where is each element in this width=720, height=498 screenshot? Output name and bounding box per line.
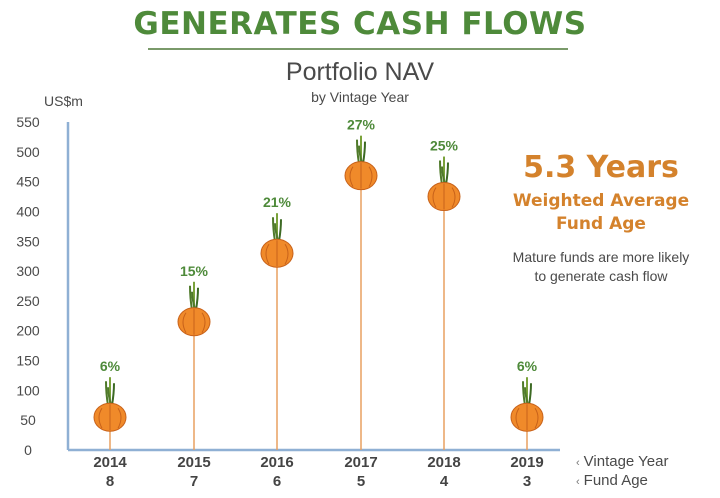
x-tick-label-fund-age: 5 (357, 473, 365, 490)
onion-point (427, 156, 461, 450)
callout-caption-line-1: Weighted Average (512, 191, 690, 211)
onion-point (344, 135, 378, 450)
x-tick-label-fund-age: 7 (190, 473, 198, 490)
x-tick-label-fund-age: 4 (440, 473, 449, 490)
onion-line (515, 407, 520, 429)
onion-line (368, 166, 373, 187)
onion-line (534, 407, 539, 429)
onion-line (432, 187, 437, 208)
y-tick-label: 250 (16, 293, 40, 309)
data-label: 27% (347, 117, 376, 133)
onion-line (201, 312, 206, 334)
chart-subtitle: by Vintage Year (311, 89, 409, 105)
y-tick-label: 0 (24, 442, 32, 458)
onion-line (265, 243, 270, 265)
y-tick-label: 300 (16, 263, 40, 279)
legend-fund-age-label: Fund Age (583, 472, 648, 489)
callout-note-line-1: Mature funds are more likely (512, 249, 690, 265)
y-tick-label: 200 (16, 323, 40, 339)
onion-leaf (195, 287, 199, 310)
headline-divider (148, 48, 568, 50)
onion-point (177, 281, 211, 450)
onion-leaf (278, 219, 282, 242)
onion-line (349, 166, 354, 187)
callout-caption: Weighted Average Fund Age (488, 190, 714, 236)
legend-fund-age: ‹ Fund Age (576, 472, 648, 489)
x-tick-label-vintage: 2016 (260, 454, 293, 471)
y-tick-label: 550 (16, 114, 40, 130)
onion-leaf (362, 141, 366, 164)
callout-years: 5.3 Years (523, 150, 679, 185)
y-tick-label: 150 (16, 353, 40, 369)
chart-title: Portfolio NAV (285, 58, 435, 86)
callout-note-line-2: to generate cash flow (534, 268, 668, 284)
data-label: 15% (180, 263, 209, 279)
x-tick-label-vintage: 2018 (427, 454, 460, 471)
onion-line (182, 312, 187, 334)
data-label: 6% (517, 358, 538, 374)
headline: GENERATES CASH FLOWS (133, 6, 587, 42)
y-tick-label: 500 (16, 144, 40, 160)
y-tick-label: 350 (16, 233, 40, 249)
legend-vintage-year-label: Vintage Year (583, 453, 669, 470)
y-tick-label: 400 (16, 203, 40, 219)
x-tick-label-vintage: 2019 (510, 454, 543, 471)
x-tick-label-vintage: 2017 (344, 454, 377, 471)
y-tick-label: 100 (16, 382, 40, 398)
onion-point (510, 377, 544, 450)
onion-leaf (445, 162, 449, 185)
x-tick-label-fund-age: 8 (106, 473, 114, 490)
data-label: 21% (263, 194, 292, 210)
data-label: 25% (430, 138, 459, 154)
x-tick-label-vintage: 2014 (93, 454, 127, 471)
onion-line (98, 407, 103, 429)
y-tick-label: 50 (20, 412, 36, 428)
y-tick-label: 450 (16, 174, 40, 190)
onion-line (451, 187, 456, 208)
onion-point (260, 213, 294, 450)
chevron-left-icon: ‹ (576, 457, 580, 469)
onion-leaf (528, 383, 532, 406)
onion-leaf (111, 383, 115, 406)
legend-vintage-year: ‹ Vintage Year (576, 453, 668, 470)
x-tick-label-vintage: 2015 (177, 454, 210, 471)
onion-line (117, 407, 122, 429)
data-label: 6% (100, 358, 121, 374)
y-axis-unit-label: US$m (44, 93, 83, 109)
callout-caption-line-2: Fund Age (556, 214, 646, 234)
onion-line (284, 243, 289, 265)
onion-point (93, 377, 127, 450)
x-tick-label-fund-age: 3 (523, 473, 531, 490)
chevron-left-icon: ‹ (576, 476, 580, 488)
x-tick-label-fund-age: 6 (273, 473, 281, 490)
callout-note: Mature funds are more likely to generate… (488, 248, 714, 286)
